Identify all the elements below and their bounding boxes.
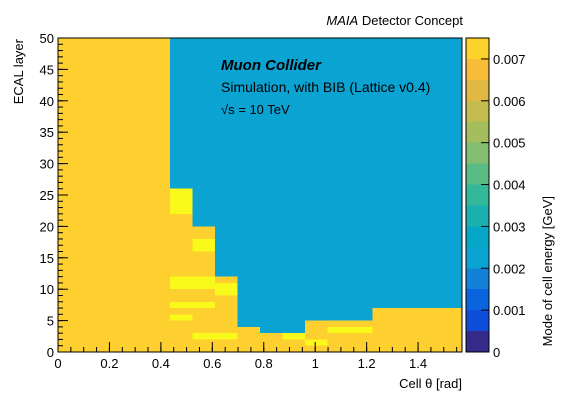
y-tick-label: 10 — [40, 282, 54, 297]
heatmap-cell — [192, 238, 215, 252]
color-scale-band — [466, 310, 489, 332]
y-axis: 0 5 10 15 20 25 30 35 40 45 50 — [40, 31, 68, 360]
color-scale-band — [466, 331, 489, 352]
heatmap-cell — [327, 326, 350, 334]
y-axis-label: ECAL layer — [11, 38, 26, 104]
z-tick-label: 0.005 — [493, 136, 526, 151]
color-scale-band — [466, 38, 489, 59]
heatmap-cell — [349, 320, 373, 352]
y-tick-label: 45 — [40, 62, 54, 77]
header-concept: Detector Concept — [362, 13, 464, 28]
color-scale-band — [466, 100, 489, 122]
color-scale-band — [466, 247, 489, 269]
header-experiment: MAIA — [326, 13, 358, 28]
x-tick-label: 0 — [54, 356, 61, 371]
z-tick-label: 0.003 — [493, 219, 526, 234]
color-scale-band — [466, 58, 489, 80]
z-tick-label: 0 — [493, 345, 500, 360]
y-tick-label: 25 — [40, 188, 54, 203]
color-scale-band — [466, 289, 489, 311]
x-axis: 0 0.2 0.4 0.6 0.8 1 1.2 1.4 — [54, 342, 458, 371]
color-scale-band — [466, 205, 489, 227]
y-tick-label: 15 — [40, 251, 54, 266]
heatmap-cell — [214, 282, 238, 296]
annotation-simulation: Simulation, with BIB (Lattice v0.4) — [221, 79, 430, 95]
header-title: MAIA Detector Concept — [326, 13, 463, 28]
x-tick-label: 1.2 — [358, 356, 376, 371]
x-axis-label-main: θ [rad] — [425, 376, 462, 391]
z-tick-label: 0.002 — [493, 261, 526, 276]
color-scale — [465, 37, 490, 353]
heatmap-cell — [170, 314, 193, 321]
heatmap-cells — [58, 38, 462, 352]
annotation-sqrt-s: √s — [221, 102, 235, 117]
heatmap-cell — [170, 188, 193, 214]
heatmap-cell — [192, 333, 238, 340]
annotation-title: Muon Collider — [221, 57, 322, 74]
heatmap-cell — [170, 276, 215, 290]
heatmap-cell — [170, 301, 215, 309]
annotation-energy: √s = 10 TeV — [221, 102, 290, 117]
x-tick-label: 0.6 — [203, 356, 221, 371]
y-tick-label: 20 — [40, 219, 54, 234]
x-tick-label: 1 — [312, 356, 319, 371]
color-scale-band — [466, 163, 489, 185]
z-tick-label: 0.004 — [493, 178, 526, 193]
x-tick-label: 0.4 — [152, 356, 170, 371]
heatmap-cell — [304, 339, 328, 346]
color-scale-band — [466, 184, 489, 206]
annotation-energy-value: = 10 TeV — [235, 102, 290, 117]
heatmap-cell — [170, 188, 193, 352]
color-scale-label: Mode of cell energy [GeV] — [540, 196, 555, 346]
heatmap-cell — [372, 308, 462, 352]
color-scale-band — [466, 268, 489, 290]
y-tick-label: 5 — [47, 314, 54, 329]
color-scale-band — [466, 142, 489, 164]
y-tick-label: 0 — [47, 345, 54, 360]
x-axis-label-prefix: Cell — [399, 376, 422, 391]
color-scale-axis: 0 0.001 0.002 0.003 0.004 0.005 0.006 0.007 — [481, 52, 526, 360]
x-tick-label: 0.2 — [100, 356, 118, 371]
color-scale-band — [466, 226, 489, 248]
z-tick-label: 0.006 — [493, 94, 526, 109]
heatmap-cell — [304, 320, 328, 352]
color-scale-band — [466, 79, 489, 101]
y-tick-label: 50 — [40, 31, 54, 46]
heatmap-cell — [327, 320, 350, 352]
heatmap-cell — [282, 333, 305, 340]
heatmap-cell — [58, 38, 171, 352]
x-axis-label: Cell θ [rad] — [399, 376, 462, 391]
y-tick-label: 40 — [40, 94, 54, 109]
heatmap-cell — [237, 326, 260, 352]
y-tick-label: 30 — [40, 157, 54, 172]
color-scale-band — [466, 121, 489, 143]
z-tick-label: 0.007 — [493, 52, 526, 67]
x-tick-label: 0.8 — [255, 356, 273, 371]
x-tick-label: 1.4 — [409, 356, 427, 371]
heatmap-cell — [349, 326, 373, 334]
color-scale-frame — [465, 37, 490, 353]
heatmap-cell — [259, 333, 283, 352]
z-tick-label: 0.001 — [493, 303, 526, 318]
y-tick-label: 35 — [40, 125, 54, 140]
